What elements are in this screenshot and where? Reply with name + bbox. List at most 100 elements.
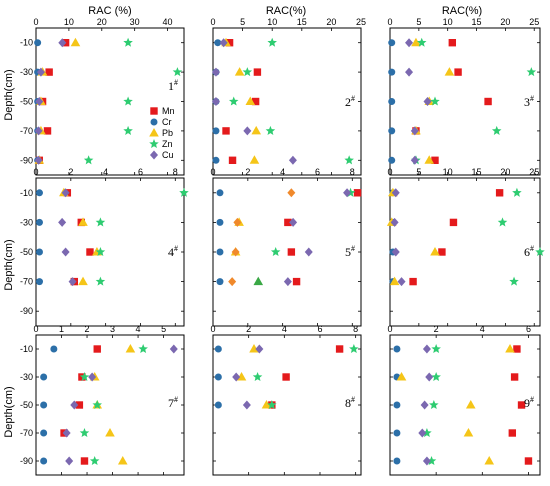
panel-frame: [35, 334, 185, 476]
point-orange-diamond: [231, 247, 240, 257]
point-cr: [35, 248, 43, 256]
panel-label: 6#: [524, 244, 534, 259]
point-mn: [449, 218, 458, 227]
x-tick-label: 6: [526, 324, 531, 334]
point-cu: [61, 188, 70, 198]
point-zn: [431, 372, 441, 382]
point-cu: [243, 126, 252, 136]
point-cu: [62, 428, 71, 438]
x-tick-label: 6: [317, 324, 322, 334]
point-pb: [105, 428, 115, 437]
point-pb: [484, 456, 495, 465]
y-tick-label: -70: [20, 126, 33, 136]
point-mn: [484, 97, 492, 106]
legend-cu-marker: [150, 150, 158, 160]
x-tick-label: 20: [97, 17, 107, 27]
panel-6: 0 5 10 15 20 25 6#: [386, 167, 545, 327]
point-mn: [335, 345, 344, 353]
point-green-triangle: [253, 276, 264, 286]
y-tick-label: -70: [20, 277, 33, 287]
panel-frame: [389, 177, 541, 327]
point-mn: [495, 189, 504, 197]
y-tick-label: -30: [20, 372, 33, 382]
x-tick-label: 5: [416, 17, 421, 27]
y-tick-label: -70: [20, 428, 33, 438]
panel-7: 0 1 2 3 4 5 -10 -30 -50 -70 -90 7#: [20, 324, 185, 476]
panel-label: 2#: [345, 94, 355, 109]
point-mn: [43, 127, 52, 135]
point-mn: [222, 127, 230, 135]
point-mn: [228, 156, 237, 164]
point-zn: [270, 247, 281, 257]
point-cu: [288, 155, 297, 165]
point-zn: [426, 456, 437, 466]
x-tick-label: 15: [472, 17, 482, 27]
point-zn: [123, 96, 133, 106]
point-cu: [405, 38, 414, 48]
x-tick-label: 2: [245, 167, 250, 177]
x-tick-label: 2: [246, 324, 251, 334]
point-pb: [70, 37, 81, 47]
point-cu: [343, 188, 352, 198]
panel-label: 5#: [345, 244, 355, 259]
point-zn: [267, 37, 277, 47]
point-zn: [95, 276, 106, 286]
point-zn: [431, 344, 441, 354]
point-mn: [287, 248, 296, 256]
x-tick-label: 2: [434, 324, 439, 334]
x-tick-label: 0: [33, 324, 38, 334]
panel-label: 7#: [168, 395, 178, 410]
legend-pb-label: Pb: [162, 128, 173, 138]
panel-label: 1#: [168, 78, 178, 93]
x-tick-label: 10: [267, 17, 277, 27]
point-zn: [89, 456, 100, 466]
point-mn: [438, 248, 446, 256]
panel-label: 9#: [524, 395, 534, 410]
point-mn: [517, 401, 526, 409]
point-mn: [292, 277, 301, 286]
point-pb: [125, 344, 136, 353]
point-cu: [390, 217, 399, 227]
point-cr: [50, 345, 58, 353]
point-cr: [40, 401, 48, 409]
x-tick-label: 25: [529, 167, 539, 177]
point-pb: [78, 276, 88, 286]
y-tick-label: -30: [20, 217, 33, 227]
x-tick-label: 10: [443, 167, 453, 177]
legend-zn-marker: [149, 139, 159, 149]
panel-frame: [389, 334, 541, 476]
y-tick-label: -30: [20, 67, 33, 77]
point-cu: [169, 344, 178, 354]
x-tick-label: 10: [64, 17, 74, 27]
point-mn: [93, 345, 101, 353]
x-tick-label: 2: [85, 324, 90, 334]
panels-layer: 0 10 20 30 40-10-30-50-70-901#0 5 10 15 20 252#0 5…: [20, 17, 545, 476]
point-zn: [123, 125, 133, 135]
point-cu: [423, 97, 432, 106]
point-zn: [252, 372, 263, 382]
y-tick-label: -10: [20, 344, 33, 354]
top-axis-title-col3: RAC(%): [442, 5, 482, 17]
point-cr: [393, 429, 401, 437]
point-pb: [505, 344, 515, 353]
point-cu: [425, 372, 434, 382]
point-cu: [232, 372, 241, 382]
y-axis-title-row2: Depth(cm): [3, 239, 15, 290]
legend-mn-marker: [150, 107, 158, 115]
point-cu: [418, 428, 427, 438]
point-zn: [509, 276, 519, 286]
point-mn: [86, 248, 94, 256]
point-cu: [68, 277, 77, 287]
x-tick-label: 30: [130, 17, 140, 27]
x-tick-label: 4: [282, 324, 287, 334]
point-pb: [396, 372, 407, 381]
point-pb: [117, 456, 128, 465]
point-cu: [422, 456, 431, 466]
point-pb: [261, 400, 272, 409]
panel-9: 0 2 4 6 9#: [387, 324, 541, 476]
x-tick-label: 0: [210, 17, 215, 27]
legend-mn-label: Mn: [162, 106, 175, 116]
point-zn: [123, 37, 133, 47]
x-tick-label: 15: [472, 167, 482, 177]
